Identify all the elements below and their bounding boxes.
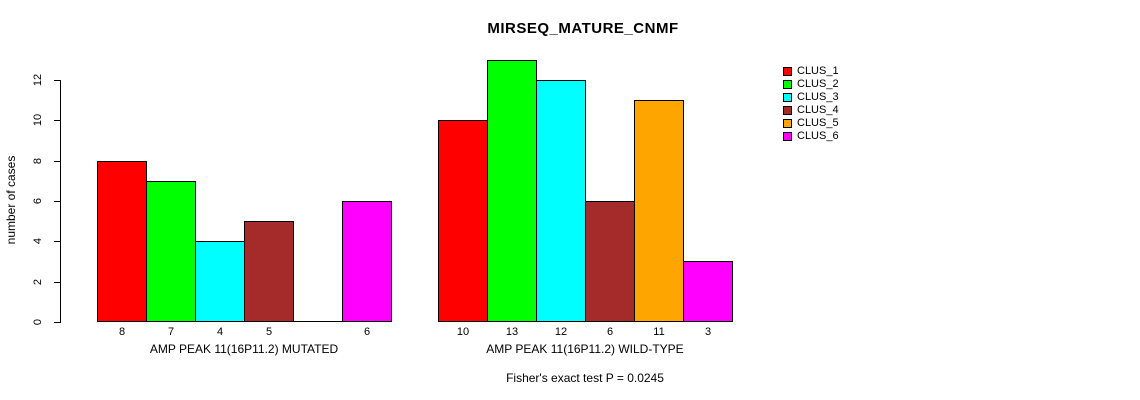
bar-clus_3 xyxy=(536,80,586,322)
y-tick-label: 10 xyxy=(32,113,44,127)
bar-clus_1 xyxy=(97,161,147,322)
y-tick-label: 12 xyxy=(32,73,44,87)
legend-row: CLUS_6 xyxy=(783,130,839,143)
bar-count-label: 10 xyxy=(456,326,470,338)
legend-swatch-clus_5 xyxy=(783,119,792,128)
y-tick xyxy=(54,322,60,323)
y-tick xyxy=(54,282,60,283)
legend-row: CLUS_4 xyxy=(783,104,839,117)
bar-count-label: 6 xyxy=(606,326,614,338)
y-tick-label: 6 xyxy=(32,197,44,205)
legend-row: CLUS_1 xyxy=(783,65,839,78)
legend: CLUS_1 CLUS_2 CLUS_3 CLUS_4 CLUS_5 CLUS_6 xyxy=(783,65,839,143)
y-tick xyxy=(54,241,60,242)
legend-swatch-clus_3 xyxy=(783,93,792,102)
bar-count-label: 4 xyxy=(216,326,224,338)
fisher-test-annotation: Fisher's exact test P = 0.0245 xyxy=(506,371,664,385)
bar-clus_3 xyxy=(195,241,245,322)
y-tick-label: 4 xyxy=(32,237,44,245)
bar-count-label: 11 xyxy=(653,326,665,338)
bar-clus_5-zero xyxy=(293,321,343,322)
y-axis-label: number of cases xyxy=(4,155,18,245)
legend-row: CLUS_3 xyxy=(783,91,839,104)
group-label-wildtype: AMP PEAK 11(16P11.2) WILD-TYPE xyxy=(486,342,684,356)
legend-swatch-clus_1 xyxy=(783,67,792,76)
bar-count-label: 7 xyxy=(167,326,175,338)
bar-clus_4 xyxy=(244,221,294,322)
legend-swatch-clus_6 xyxy=(783,132,792,141)
legend-row: CLUS_2 xyxy=(783,78,839,91)
bar-clus_2 xyxy=(487,60,537,322)
legend-label: CLUS_3 xyxy=(797,91,839,103)
bar-clus_1 xyxy=(438,120,488,322)
y-axis-line xyxy=(60,80,61,323)
legend-label: CLUS_2 xyxy=(797,78,839,90)
bar-count-label: 13 xyxy=(505,326,519,338)
legend-row: CLUS_5 xyxy=(783,117,839,130)
bar-count-label: 8 xyxy=(118,326,126,338)
legend-label: CLUS_5 xyxy=(797,117,839,129)
bar-count-label: 12 xyxy=(554,326,568,338)
y-tick xyxy=(54,201,60,202)
group-label-mutated: AMP PEAK 11(16P11.2) MUTATED xyxy=(149,342,339,356)
legend-label: CLUS_4 xyxy=(797,104,839,116)
bar-clus_5 xyxy=(634,100,684,322)
legend-swatch-clus_2 xyxy=(783,80,792,89)
bar-clus_6 xyxy=(683,261,733,322)
bar-clus_6 xyxy=(342,201,392,322)
bar-clus_2 xyxy=(146,181,196,322)
bar-count-label: 6 xyxy=(363,326,371,338)
legend-label: CLUS_6 xyxy=(797,130,839,142)
y-tick-label: 0 xyxy=(32,318,44,326)
y-tick xyxy=(54,80,60,81)
bar-count-label: 3 xyxy=(704,326,712,338)
y-tick xyxy=(54,120,60,121)
y-tick xyxy=(54,161,60,162)
y-tick-label: 2 xyxy=(32,278,44,286)
chart-title: MIRSEQ_MATURE_CNMF xyxy=(487,20,679,37)
legend-swatch-clus_4 xyxy=(783,106,792,115)
legend-label: CLUS_1 xyxy=(797,65,839,77)
bar-count-label: 5 xyxy=(265,326,273,338)
y-tick-label: 8 xyxy=(32,157,44,165)
bar-clus_4 xyxy=(585,201,635,322)
